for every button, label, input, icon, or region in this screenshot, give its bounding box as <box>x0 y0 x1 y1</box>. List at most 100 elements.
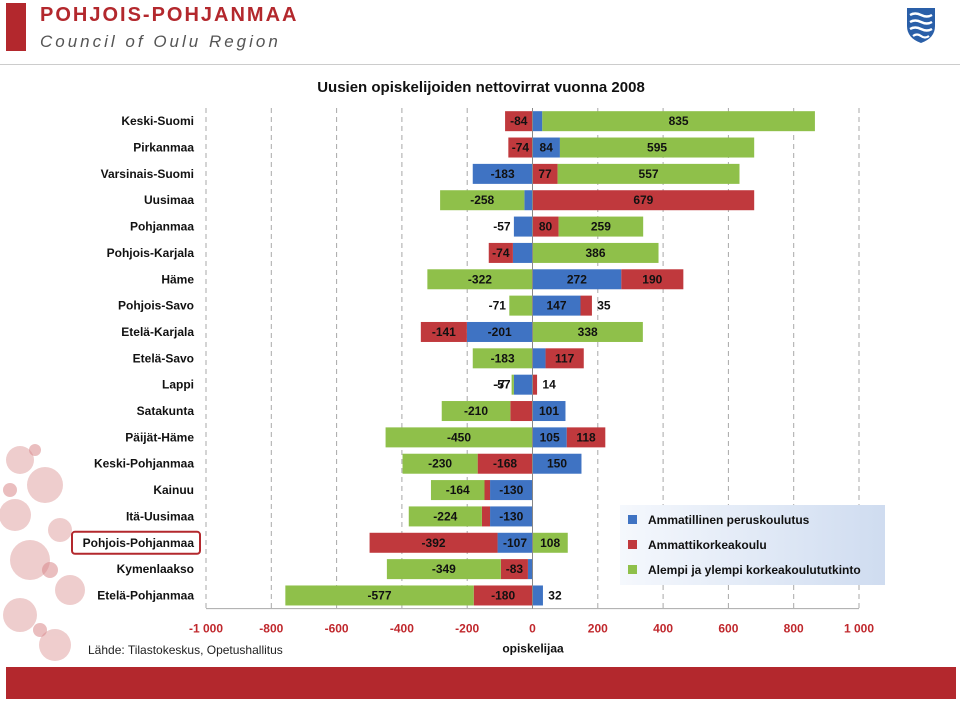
bar-segment <box>488 242 513 263</box>
data-label: -322 <box>468 272 492 286</box>
category-label: Päijät-Häme <box>125 430 194 444</box>
bar-segment <box>408 506 482 527</box>
bar-segment <box>285 585 474 606</box>
data-label: 101 <box>539 404 559 418</box>
x-tick-label: 200 <box>588 622 608 636</box>
data-label: -392 <box>422 536 446 550</box>
bar-segment <box>532 111 543 132</box>
bar-segment <box>532 374 538 395</box>
bar-segment <box>545 348 584 369</box>
bar-segment <box>532 348 546 369</box>
data-label: 147 <box>546 299 566 313</box>
data-label: -577 <box>368 588 392 602</box>
data-label: 118 <box>576 430 596 444</box>
bar-segment <box>580 295 592 316</box>
bar-segment <box>621 269 684 290</box>
bar-segment <box>532 163 558 184</box>
bar-segment <box>513 216 533 237</box>
data-label: 80 <box>539 220 553 234</box>
bar-segment <box>427 269 533 290</box>
x-tick-label: 600 <box>718 622 738 636</box>
category-label: Häme <box>161 272 194 286</box>
bar-segment <box>513 374 533 395</box>
chart-title: Uusien opiskelijoiden nettovirrat vuonna… <box>317 79 645 96</box>
category-label: Uusimaa <box>144 193 194 207</box>
bar-segment <box>420 321 467 342</box>
bar-segment <box>532 295 581 316</box>
bar-segment <box>508 137 533 158</box>
bar-segment <box>542 111 815 132</box>
category-label: Pohjanmaa <box>130 220 194 234</box>
x-tick-label: -600 <box>325 622 349 636</box>
data-label: 35 <box>597 299 611 313</box>
data-label: 679 <box>633 193 653 207</box>
data-label: -57 <box>493 378 511 392</box>
legend-label: Ammattikorkeakoulu <box>648 538 767 552</box>
bar-segment <box>532 427 567 448</box>
category-label: Kainuu <box>153 483 194 497</box>
data-label: -224 <box>433 509 457 523</box>
bar-segment <box>532 269 622 290</box>
data-label: -107 <box>503 536 527 550</box>
bar-segment <box>532 137 560 158</box>
bar-segment <box>430 480 485 501</box>
category-label: Varsinais-Suomi <box>101 167 194 181</box>
brand-subtitle: Council of Oulu Region <box>40 32 281 51</box>
x-tick-label: -200 <box>455 622 479 636</box>
bar-segment <box>466 321 533 342</box>
data-label: 338 <box>578 325 598 339</box>
data-label: 272 <box>567 272 587 286</box>
category-label: Pohjois-Savo <box>118 299 194 313</box>
coat-of-arms-icon <box>907 8 935 43</box>
bar-segment <box>527 559 533 580</box>
data-label: 190 <box>642 272 662 286</box>
bar-segment <box>369 532 498 553</box>
brand-title: POHJOIS-POHJANMAA <box>40 4 299 26</box>
bar-segment <box>532 453 582 474</box>
x-tick-label: 800 <box>784 622 804 636</box>
data-label: -180 <box>491 588 515 602</box>
bar-segment <box>473 585 533 606</box>
legend-swatch <box>628 565 637 574</box>
bar-segment <box>472 348 533 369</box>
bar-segment <box>566 427 606 448</box>
source-note: Lähde: Tilastokeskus, Opetushallitus <box>88 643 283 657</box>
bar-segment <box>484 480 491 501</box>
data-label: -183 <box>491 167 515 181</box>
data-label: 77 <box>538 167 552 181</box>
data-label: 84 <box>540 141 554 155</box>
bar-segment <box>441 401 511 422</box>
bar-segment <box>532 532 568 553</box>
bar-segment <box>559 137 755 158</box>
bar-segment <box>509 295 533 316</box>
bar-segment <box>532 190 755 211</box>
data-label: -450 <box>447 430 471 444</box>
bar-segment <box>481 506 491 527</box>
bar-segment <box>477 453 533 474</box>
bar-segment <box>490 506 533 527</box>
x-axis-title: opiskelijaa <box>502 642 564 656</box>
x-tick-label: 0 <box>529 622 536 636</box>
highlight-box <box>71 530 201 555</box>
category-label: Pirkanmaa <box>133 141 194 155</box>
data-label: 14 <box>542 378 556 392</box>
category-label: Kymenlaakso <box>117 562 194 576</box>
category-label: Pohjois-Pohjanmaa <box>83 536 195 550</box>
x-tick-label: -400 <box>390 622 414 636</box>
bar-segment <box>532 216 559 237</box>
bar-segment <box>510 401 533 422</box>
x-tick-label: 1 000 <box>844 622 874 636</box>
data-label: -349 <box>432 562 456 576</box>
data-label: -7 <box>494 378 505 392</box>
footer-accent-bar <box>6 667 956 699</box>
data-label: -130 <box>499 483 523 497</box>
data-label: -168 <box>493 457 517 471</box>
category-label: Etelä-Savo <box>133 351 194 365</box>
bar-segment <box>490 480 533 501</box>
bar-segment <box>505 111 533 132</box>
category-label: Satakunta <box>137 404 195 418</box>
data-label: -164 <box>446 483 470 497</box>
data-label: 108 <box>540 536 560 550</box>
bar-segment <box>558 216 644 237</box>
